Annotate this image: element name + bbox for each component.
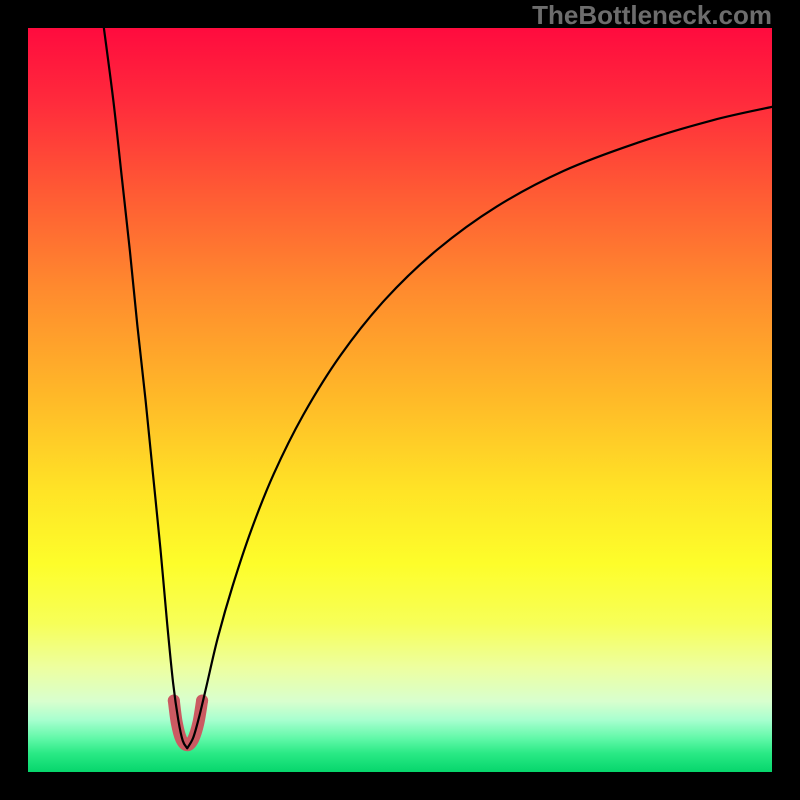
- bottleneck-chart: [0, 0, 800, 800]
- plot-background-gradient: [28, 28, 772, 772]
- watermark-text: TheBottleneck.com: [532, 0, 772, 31]
- chart-container: TheBottleneck.com: [0, 0, 800, 800]
